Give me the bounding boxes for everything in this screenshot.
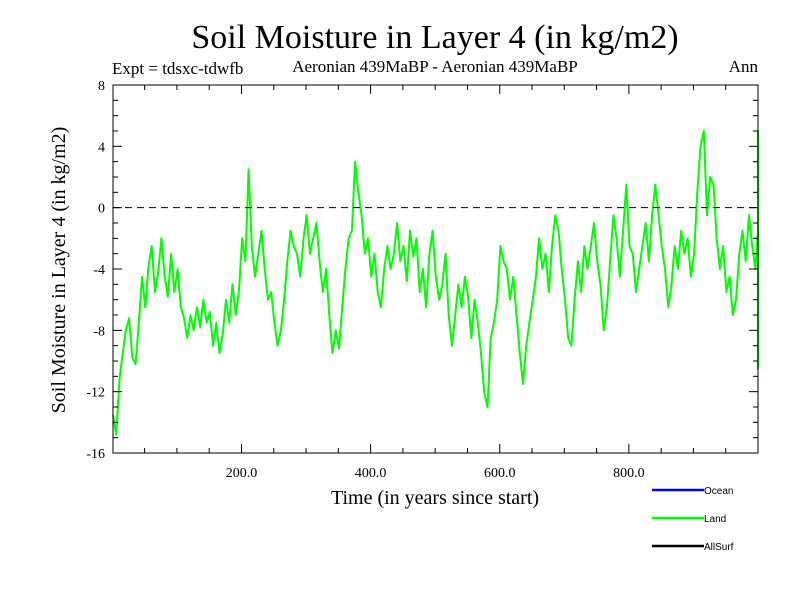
plot-area: -16 -12 -8 -4 0 4 8 200.0 400.0 600.0 800.0 [86,79,759,481]
y-tick-label: 8 [98,79,105,94]
y-tick-label: -12 [86,386,105,401]
x-tick-label: 600.0 [484,466,516,481]
y-tick-label: -8 [93,324,105,339]
x-tick-label: 800.0 [613,466,645,481]
x-axis-label: Time (in years since start) [331,487,539,509]
legend-label-allsurf: AllSurf [704,542,734,553]
chart-title: Soil Moisture in Layer 4 (in kg/m2) [191,19,678,56]
chart-subtitle-center: Aeronian 439MaBP - Aeronian 439MaBP [292,57,578,76]
chart-subtitle-left: Expt = tdsxc-tdwfb [112,59,243,78]
legend-label-land: Land [704,514,726,525]
y-tick-label: -4 [93,263,105,278]
y-axis-label: Soil Moisture in Layer 4 (in kg/m2) [48,127,70,414]
legend: Ocean Land AllSurf [652,486,734,553]
x-tick-label: 400.0 [355,466,387,481]
x-tick-label: 200.0 [226,466,258,481]
legend-label-ocean: Ocean [704,486,733,497]
chart-subtitle-right: Ann [729,57,759,76]
y-tick-label: -16 [86,447,105,462]
y-tick-label: 0 [98,202,105,217]
y-tick-label: 4 [98,140,105,155]
